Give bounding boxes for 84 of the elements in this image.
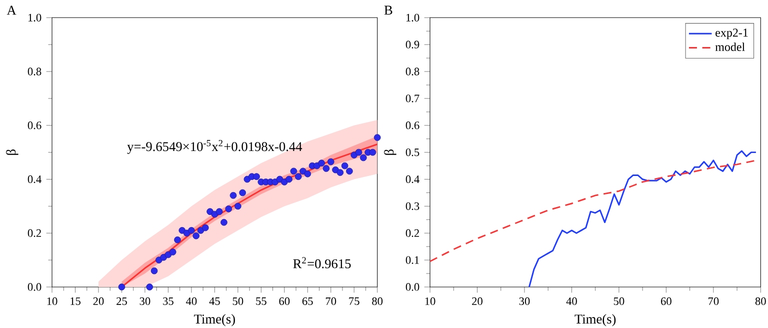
point <box>118 284 126 290</box>
annotation: y=-9.6549×10$^{-5}$x$^{2}$+0.0198x-0.44 <box>127 140 302 154</box>
x-axis-title: Time(s) <box>194 314 235 326</box>
point <box>346 168 353 175</box>
annotation: R$^{2}$=0.9615 <box>293 257 351 268</box>
point <box>369 148 376 156</box>
x-tick-label: 65 <box>302 297 313 305</box>
y-tick-label: 0.0 <box>406 283 420 291</box>
chart-title: A <box>6 6 16 15</box>
point <box>202 224 209 232</box>
chart-title: B <box>384 6 392 15</box>
y-tick-label: 0.7 <box>406 94 420 102</box>
x-tick-label: 30 <box>519 297 530 306</box>
x-tick-label: 10 <box>425 297 436 306</box>
x-tick-label: 30 <box>140 297 150 306</box>
point <box>146 284 154 290</box>
x-tick-label: 55 <box>256 297 266 305</box>
point <box>192 232 200 240</box>
point <box>341 162 348 170</box>
y-tick-label: 0.6 <box>28 122 42 130</box>
x-tick-label: 80 <box>372 297 383 306</box>
x-tick-label: 60 <box>660 297 672 306</box>
x-tick-label: 20 <box>472 297 482 306</box>
point <box>332 166 339 174</box>
y-tick-label: 0.4 <box>28 175 42 184</box>
point <box>253 173 260 180</box>
x-tick-label: 40 <box>186 297 197 306</box>
legend-label: exp2-1 <box>716 28 748 40</box>
y-tick-label: 1.0 <box>406 14 420 22</box>
legend-label: model <box>715 42 745 52</box>
x-tick-label: 35 <box>163 297 174 305</box>
point <box>318 160 325 166</box>
point <box>230 192 237 199</box>
y-tick-label: 0.3 <box>406 202 420 210</box>
point <box>156 256 162 264</box>
point <box>216 208 223 215</box>
x-tick-label: 20 <box>93 297 104 306</box>
point <box>336 169 344 176</box>
point <box>294 173 302 180</box>
point <box>327 158 334 166</box>
point <box>225 205 232 212</box>
x-tick-label: 40 <box>566 297 577 306</box>
point <box>239 189 246 196</box>
y-tick-label: 0.6 <box>406 122 420 130</box>
x-tick-label: 80 <box>755 297 766 306</box>
point <box>300 168 306 175</box>
y-tick-label: 1.0 <box>28 14 42 22</box>
x-tick-label: 60 <box>279 297 290 306</box>
x-tick-label: 75 <box>349 297 360 305</box>
point <box>183 230 190 237</box>
y-tick-label: 0.5 <box>406 148 420 156</box>
point <box>322 165 330 172</box>
point <box>150 267 158 274</box>
y-tick-label: 0.8 <box>406 68 420 76</box>
y-tick-label: 0.2 <box>406 229 419 237</box>
y-tick-label: 0.8 <box>28 68 42 76</box>
point <box>174 236 181 244</box>
point <box>360 154 367 162</box>
x-tick-label: 15 <box>70 297 80 305</box>
y-axis-title: β <box>384 149 396 155</box>
y-tick-label: 0.1 <box>406 256 419 264</box>
x-tick-label: 25 <box>116 297 127 305</box>
y-tick-label: 0.4 <box>406 175 420 184</box>
x-tick-label: 70 <box>326 297 336 306</box>
x-tick-label: 70 <box>708 297 719 306</box>
point <box>220 218 228 226</box>
x-tick-label: 45 <box>209 297 220 305</box>
point <box>374 134 381 141</box>
point <box>355 148 362 156</box>
point <box>304 170 312 178</box>
y-tick-label: 0.2 <box>28 229 41 237</box>
x-tick-label: 50 <box>232 297 244 306</box>
point <box>286 176 292 183</box>
y-tick-label: 0.0 <box>28 283 42 291</box>
point <box>290 168 298 175</box>
point <box>234 202 242 210</box>
point <box>169 248 176 256</box>
y-tick-label: 0.9 <box>406 40 420 48</box>
x-tick-label: 10 <box>47 297 58 306</box>
point <box>188 227 195 234</box>
x-axis-title: Time(s) <box>574 314 616 326</box>
point <box>314 162 320 170</box>
x-tick-label: 50 <box>614 297 624 306</box>
y-axis-title: β <box>6 149 18 155</box>
